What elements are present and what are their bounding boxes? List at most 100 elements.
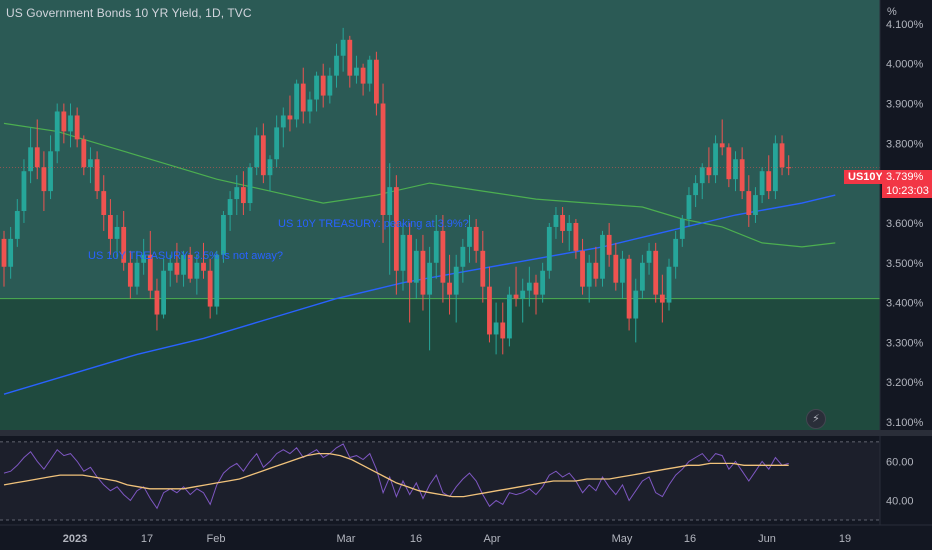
candle-body <box>161 270 166 315</box>
candle-body <box>61 111 67 132</box>
candle-body <box>314 75 319 100</box>
candle-body <box>480 250 486 287</box>
candle-body <box>600 234 605 279</box>
candle-body <box>8 238 14 267</box>
candle-body <box>646 250 652 263</box>
candle-body <box>14 211 20 239</box>
candle-body <box>294 83 299 120</box>
x-tick-label: May <box>612 533 633 545</box>
candle-body <box>134 262 140 287</box>
candle-body <box>659 294 665 303</box>
candle-body <box>393 187 399 271</box>
candle-body <box>300 83 306 112</box>
candle-body <box>493 322 499 335</box>
x-tick-label: Apr <box>483 533 500 545</box>
y-tick-label: 3.100% <box>886 417 924 429</box>
candle-body <box>620 258 625 283</box>
candle-body <box>746 191 752 215</box>
candle-body <box>41 167 47 192</box>
candle-body <box>347 39 353 76</box>
candle-body <box>94 159 100 192</box>
candle-body <box>653 250 659 295</box>
candle-body <box>453 266 459 295</box>
candle-body <box>54 111 60 152</box>
candle-body <box>48 151 53 192</box>
candle-body <box>307 99 313 112</box>
candle-body <box>68 115 73 132</box>
candle-body <box>141 254 147 263</box>
candle-body <box>260 135 266 176</box>
candle-body <box>340 39 346 56</box>
candle-body <box>413 250 419 283</box>
candle-body <box>560 215 565 231</box>
candle-body <box>427 262 432 295</box>
rsi-tick-label: 60.00 <box>886 456 914 468</box>
zone-upper <box>0 0 880 299</box>
y-axis-unit: % <box>887 6 897 18</box>
candle-body <box>447 282 452 295</box>
candle-body <box>580 250 585 287</box>
candle-body <box>88 159 93 168</box>
candle-body <box>693 183 698 196</box>
y-tick-label: 3.400% <box>886 298 924 310</box>
candle-body <box>719 143 725 148</box>
x-tick-label: Feb <box>207 533 226 545</box>
symbol-tag: US10Y <box>844 170 883 184</box>
annotation-not-away: US 10Y TREASURY: 3.5% is not away? <box>88 250 283 262</box>
candle-body <box>473 226 479 251</box>
candle-body <box>214 254 220 307</box>
zone-lower <box>0 298 880 430</box>
candle-body <box>467 226 472 247</box>
y-tick-label: 4.000% <box>886 59 924 71</box>
candle-body <box>334 55 339 76</box>
candle-body <box>201 262 206 271</box>
candle-body <box>254 135 260 168</box>
candle-body <box>673 238 679 267</box>
candle-body <box>726 147 732 180</box>
candle-body <box>354 67 359 76</box>
candle-body <box>640 262 645 291</box>
candle-body <box>706 167 712 176</box>
candle-body <box>81 139 87 168</box>
candle-body <box>154 290 160 315</box>
x-tick-label: Mar <box>337 533 356 545</box>
y-tick-label: 3.200% <box>886 377 924 389</box>
candle-body <box>227 199 233 215</box>
candle-body <box>241 187 246 204</box>
candle-body <box>114 226 120 239</box>
candle-body <box>433 230 439 263</box>
candle-body <box>327 75 333 96</box>
chart-title: US Government Bonds 10 YR Yield, 1D, TVC <box>6 6 252 20</box>
price-tag: 3.739% <box>882 170 932 184</box>
candle-body <box>374 59 379 104</box>
candle-body <box>507 294 512 339</box>
candle-body <box>167 262 173 271</box>
candle-body <box>786 167 792 169</box>
x-tick-label: 16 <box>410 533 422 545</box>
candle-body <box>194 262 200 279</box>
candle-body <box>533 282 539 295</box>
candle-body <box>679 218 685 239</box>
candle-body <box>686 195 692 219</box>
candle-body <box>626 258 632 319</box>
annotation-peaking: US 10Y TREASURY: peaking at 3.9%? <box>278 218 469 230</box>
candle-body <box>513 294 519 299</box>
lightning-icon[interactable]: ⚡ <box>806 409 826 429</box>
candle-body <box>267 159 273 176</box>
candle-body <box>147 254 153 291</box>
candle-body <box>766 171 772 192</box>
candle-body <box>779 143 785 168</box>
candle-body <box>500 322 506 339</box>
candle-body <box>274 127 280 160</box>
y-tick-label: 3.300% <box>886 337 924 349</box>
ma-mid-line <box>3 122 836 248</box>
candle-body <box>280 115 286 128</box>
candle-body <box>420 250 426 295</box>
rsi-band <box>0 441 880 520</box>
x-tick-label: Jun <box>758 533 776 545</box>
candle-body <box>74 115 80 140</box>
candle-body <box>187 254 193 279</box>
candle-body <box>773 143 778 192</box>
candle-body <box>387 187 393 215</box>
